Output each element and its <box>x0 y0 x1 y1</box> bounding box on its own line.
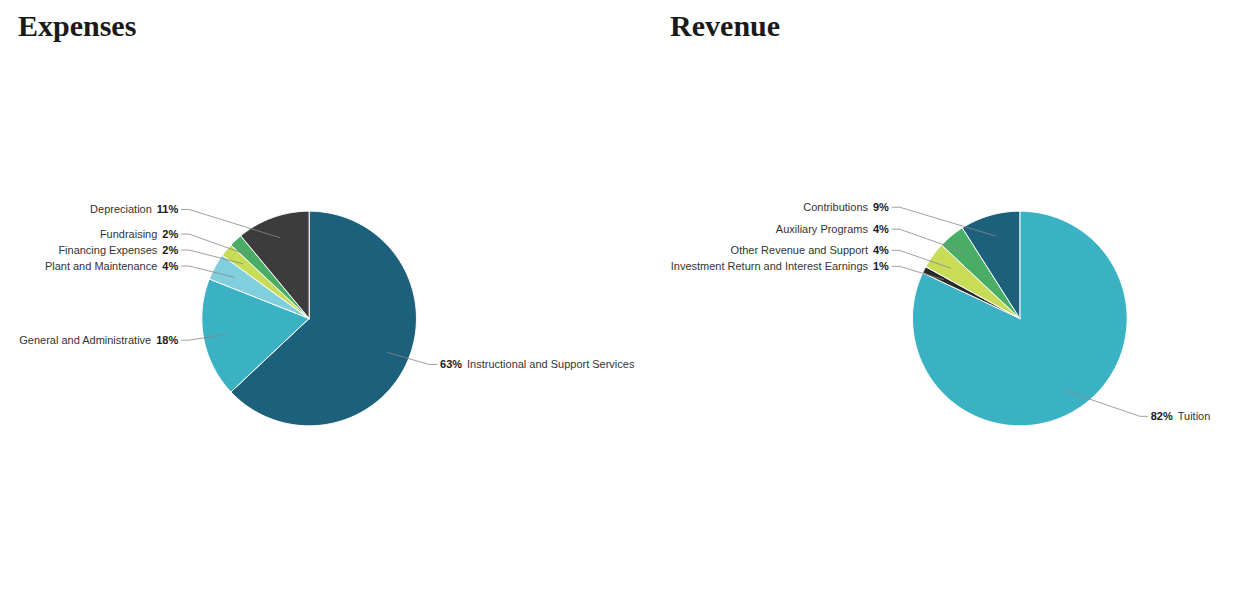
svg-text:11%: 11% <box>157 203 179 215</box>
svg-text:1%: 1% <box>873 260 889 272</box>
svg-text:18%: 18% <box>156 334 178 346</box>
svg-text:4%: 4% <box>873 244 889 256</box>
svg-text:82%: 82% <box>1151 410 1173 422</box>
html-text:Expenses: Expenses <box>18 9 137 42</box>
svg-text:9%: 9% <box>873 201 889 213</box>
svg-text:Contributions: Contributions <box>803 201 868 213</box>
svg-text:63%: 63% <box>440 358 462 370</box>
svg-text:Other Revenue and Support: Other Revenue and Support <box>731 244 868 256</box>
svg-text:General and Administrative: General and Administrative <box>19 334 151 346</box>
svg-text:Financing Expenses: Financing Expenses <box>58 244 157 256</box>
svg-text:Tuition: Tuition <box>1178 410 1211 422</box>
svg-text:4%: 4% <box>873 223 889 235</box>
svg-text:Depreciation: Depreciation <box>90 203 152 215</box>
svg-text:2%: 2% <box>162 244 178 256</box>
svg-text:Fundraising: Fundraising <box>100 228 157 240</box>
svg-text:4%: 4% <box>162 260 178 272</box>
svg-text:2%: 2% <box>162 228 178 240</box>
svg-text:Investment Return and Interest: Investment Return and Interest Earnings <box>671 260 869 272</box>
svg-text:Auxiliary Programs: Auxiliary Programs <box>776 223 869 235</box>
html-text:Revenue: Revenue <box>670 9 781 42</box>
svg-text:Plant and Maintenance: Plant and Maintenance <box>45 260 157 272</box>
svg-text:Instructional and Support Serv: Instructional and Support Services <box>467 358 635 370</box>
